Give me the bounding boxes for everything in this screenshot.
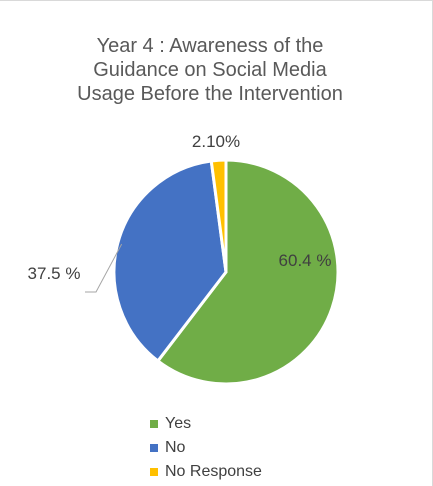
chart-legend: Yes No No Response (150, 412, 262, 484)
pie-data-labels: 60.4 % 37.5 % 2.10% (28, 132, 332, 293)
legend-swatch-yes (150, 420, 158, 428)
chart-title: Year 4 : Awareness of the Guidance on So… (40, 34, 380, 106)
legend-swatch-no (150, 444, 158, 452)
legend-item-no: No (150, 436, 262, 460)
legend-label-yes: Yes (165, 415, 192, 432)
chart-title-line: Usage Before the Intervention (77, 83, 343, 105)
leader-line-no (85, 243, 123, 293)
pie-slice-yes (156, 158, 340, 386)
chart-title-line: Guidance on Social Media (93, 59, 327, 81)
legend-item-yes: Yes (150, 412, 262, 436)
legend-label-no: No (165, 439, 186, 456)
chart-title-line: Year 4 : Awareness of the (96, 35, 324, 57)
legend-label-no-response: No Response (165, 463, 262, 480)
pie-slices (112, 158, 340, 386)
legend-item-no-response: No Response (150, 460, 262, 484)
pie-slice-no-response (209, 158, 228, 274)
data-label-yes: 60.4 % (279, 251, 332, 270)
legend-swatch-no-response (150, 468, 158, 476)
data-label-no: 37.5 % (28, 264, 81, 283)
chart-border-top (0, 0, 433, 1)
data-label-no-response: 2.10% (192, 132, 240, 151)
pie-slice-no (112, 159, 228, 363)
